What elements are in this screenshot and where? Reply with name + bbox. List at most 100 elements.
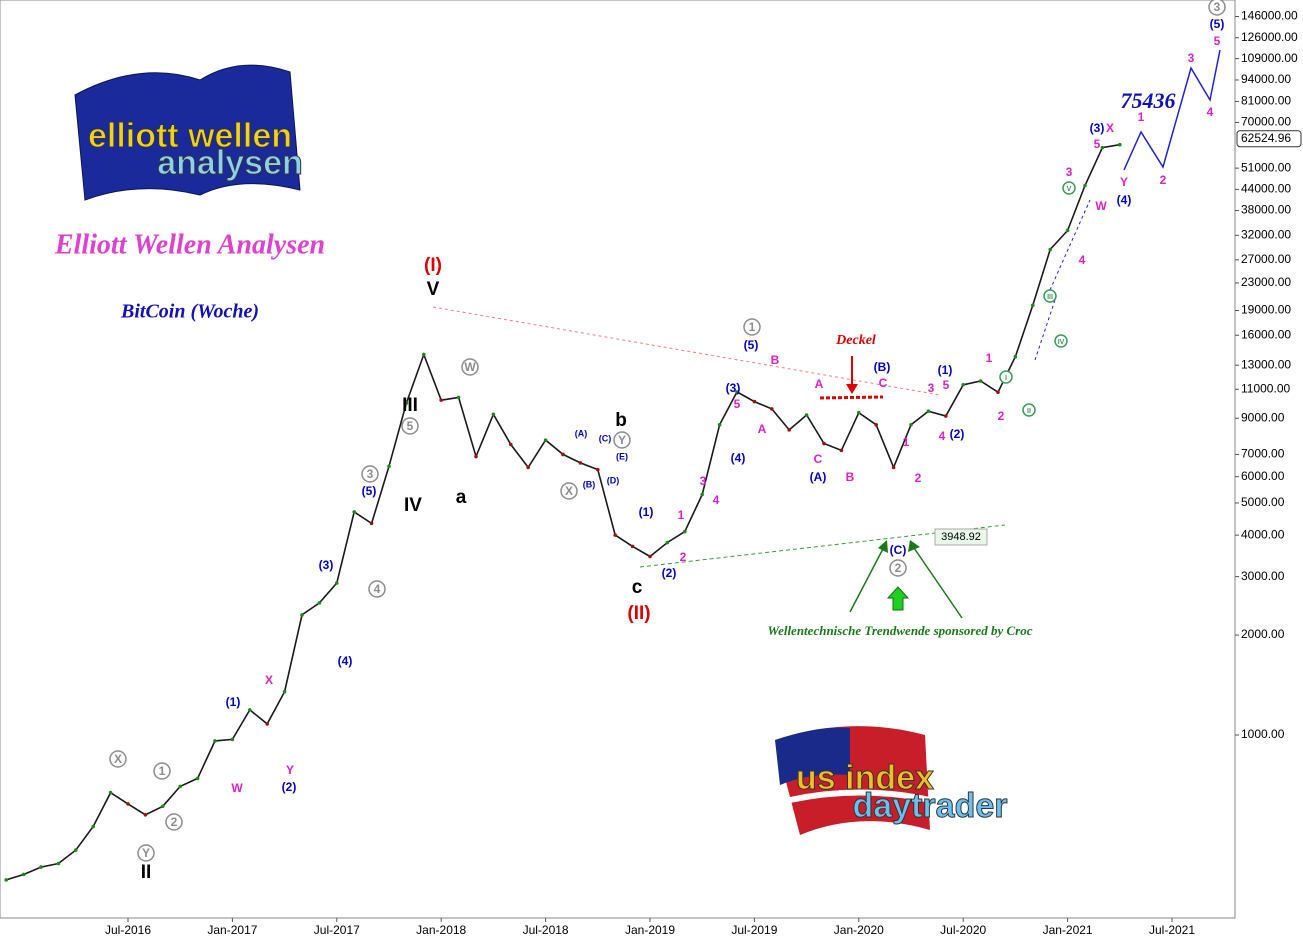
- y-tick-label: 16000.00: [1241, 327, 1291, 341]
- x-tick-label: Jan-2018: [416, 923, 466, 937]
- wave-label: 5: [943, 378, 950, 392]
- wave-circle: [361, 465, 379, 483]
- price-point: [857, 410, 861, 415]
- price-point: [369, 521, 374, 526]
- last-price-box: [1236, 130, 1302, 148]
- wave-label: II: [1027, 408, 1031, 415]
- price-point: [561, 452, 565, 457]
- price-point: [1100, 145, 1105, 150]
- price-point: [1031, 303, 1035, 308]
- wave-label: 1: [903, 435, 910, 449]
- price-point: [439, 398, 444, 402]
- wave-circle: [1062, 181, 1076, 195]
- wave-label: 2: [998, 409, 1005, 423]
- price-point: [74, 848, 78, 852]
- price-point: [683, 529, 687, 534]
- x-tick-label: Jul-2020: [940, 923, 986, 937]
- wave-label: (C): [890, 543, 907, 557]
- price-point: [770, 407, 774, 411]
- wave-label: 5: [1094, 137, 1101, 151]
- price-point: [108, 790, 113, 795]
- wave-label: 4: [374, 582, 381, 596]
- price-point: [926, 409, 931, 413]
- wave-label: III: [402, 395, 418, 416]
- y-tick-label: 27000.00: [1241, 252, 1291, 266]
- wave-label: Y: [1120, 175, 1128, 189]
- arrow-head: [908, 540, 920, 552]
- wave-label: a: [456, 487, 467, 508]
- wave-label: (1): [226, 695, 241, 709]
- wave-label: (1): [639, 505, 654, 519]
- price-point: [143, 812, 148, 817]
- price-point: [996, 390, 1000, 394]
- wave-label: 2: [680, 550, 687, 564]
- wave-label: 5: [734, 397, 741, 411]
- wave-label: Y: [618, 433, 626, 447]
- wave-label: (A): [810, 470, 827, 484]
- target-note: 75436: [1121, 88, 1176, 113]
- wave-label: 2: [171, 815, 178, 829]
- wave-label: (D): [607, 475, 620, 485]
- x-tick-label: Jul-2017: [314, 923, 360, 937]
- y-tick-label: 38000.00: [1241, 203, 1291, 217]
- wave-label: X: [565, 484, 573, 498]
- wave-label: (3): [1090, 121, 1105, 135]
- price-point: [474, 454, 478, 459]
- price-point: [456, 395, 461, 400]
- wave-label: (4): [1117, 193, 1132, 207]
- wave-label: A: [815, 377, 824, 391]
- price-point: [21, 872, 26, 877]
- price-point: [126, 802, 130, 806]
- price-point: [700, 492, 704, 497]
- up-arrow: [886, 586, 910, 611]
- low-label: 3948.92: [941, 531, 981, 543]
- y-tick-label: 4000.00: [1241, 527, 1285, 541]
- wave-circle: [109, 750, 127, 768]
- wave-label: (3): [319, 558, 334, 572]
- price-point: [717, 422, 722, 427]
- wave-label: 1: [1138, 110, 1145, 124]
- price-point: [1013, 354, 1018, 359]
- y-tick-label: 19000.00: [1241, 303, 1291, 317]
- wave-label: 2: [915, 471, 922, 485]
- wave-label: I: [1005, 375, 1007, 382]
- wave-label: A: [758, 422, 767, 436]
- support-line: [639, 524, 1006, 568]
- price-point: [352, 510, 357, 514]
- wave-circle: [743, 318, 761, 336]
- price-point: [978, 379, 983, 383]
- y-tick-label: 94000.00: [1241, 72, 1291, 86]
- projection-path: [1123, 49, 1221, 171]
- wave-label: (2): [282, 780, 297, 794]
- wave-circle: [461, 358, 479, 376]
- wave-circle: [889, 559, 907, 577]
- wave-label: V: [1067, 186, 1072, 193]
- wave-label: 4: [1207, 105, 1214, 119]
- price-point: [317, 601, 322, 605]
- x-tick-label: Jan-2017: [207, 923, 257, 937]
- price-point: [891, 465, 896, 470]
- wave-circle: [137, 844, 155, 862]
- wave-circle: [1022, 403, 1036, 417]
- y-tick-label: 2000.00: [1241, 627, 1285, 641]
- wave-label: (I): [424, 255, 442, 276]
- wave-label: III: [1047, 294, 1053, 301]
- chart-title: Elliott Wellen Analysen: [54, 229, 325, 260]
- wave-label: 3: [928, 381, 935, 395]
- cap-arrow-head: [846, 384, 858, 394]
- price-point: [543, 438, 548, 442]
- wave-circle: [999, 370, 1013, 384]
- arrow-head: [878, 540, 888, 553]
- wave-label: B: [771, 353, 780, 367]
- y-tick-label: 7000.00: [1241, 447, 1285, 461]
- y-tick-label: 5000.00: [1241, 495, 1285, 509]
- price-point: [648, 554, 652, 559]
- logo-text: elliott wellen: [88, 117, 292, 155]
- wave-label: 4: [713, 493, 720, 507]
- wave-circle: [1043, 289, 1057, 303]
- wave-label: X: [114, 752, 122, 766]
- wave-label: (A): [575, 428, 588, 438]
- cap-note: Deckel: [835, 333, 876, 348]
- wave-label: (4): [338, 654, 353, 668]
